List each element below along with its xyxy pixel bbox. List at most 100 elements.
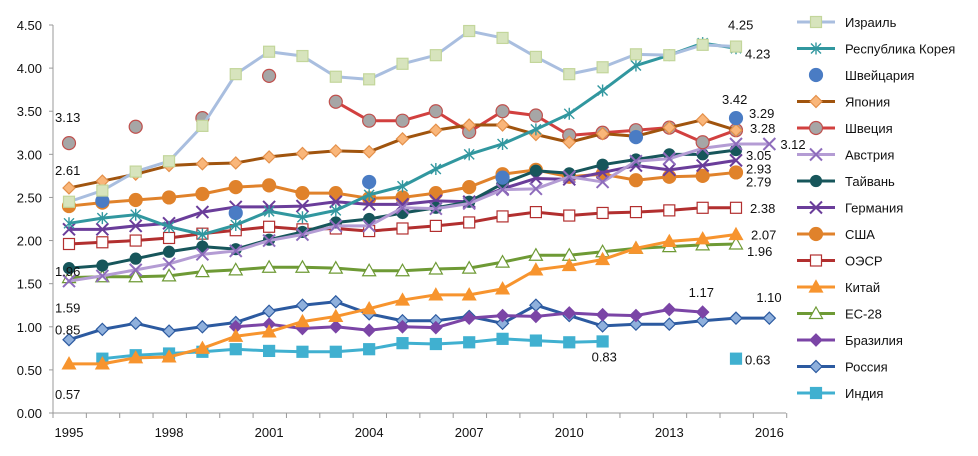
- data-point: [496, 210, 509, 223]
- data-point: [462, 196, 476, 211]
- legend-marker: [808, 305, 824, 320]
- legend-item: Республика Корея: [797, 42, 955, 57]
- data-label: 3.29: [749, 106, 774, 121]
- data-point: [329, 70, 342, 83]
- data-point: [295, 186, 310, 201]
- legend-label: Индия: [845, 386, 883, 401]
- legend-item: Китай: [797, 279, 880, 295]
- data-point: [462, 179, 477, 195]
- data-point: [429, 219, 442, 232]
- data-point: [495, 316, 510, 331]
- data-point: [595, 251, 611, 266]
- data-point: [328, 260, 344, 274]
- data-point: [461, 260, 477, 274]
- legend-item: ОЭСР: [797, 254, 883, 269]
- data-label: 2.07: [751, 228, 776, 243]
- data-point: [230, 219, 242, 232]
- data-point: [328, 186, 343, 201]
- data-label: 2.38: [750, 201, 775, 216]
- data-point: [629, 317, 643, 332]
- data-point: [229, 244, 243, 258]
- data-point: [128, 219, 143, 233]
- data-point: [463, 24, 476, 38]
- data-point: [295, 298, 310, 313]
- data-point: [695, 305, 710, 319]
- y-tick-label: 4.00: [17, 61, 42, 76]
- legend-label: Республика Корея: [845, 42, 955, 57]
- legend-item: Израиль: [797, 15, 897, 30]
- data-point: [728, 236, 744, 250]
- data-point: [729, 137, 743, 151]
- data-point: [63, 217, 75, 230]
- data-point: [263, 220, 276, 233]
- legend-label: Германия: [845, 201, 903, 216]
- data-point: [130, 208, 142, 221]
- data-point: [729, 311, 743, 326]
- legend-label: Россия: [845, 360, 888, 375]
- data-point: [330, 204, 342, 217]
- data-point: [629, 308, 643, 323]
- data-point: [663, 49, 676, 62]
- data-point: [629, 48, 643, 61]
- y-tick-label: 0.50: [17, 363, 42, 378]
- data-label: 3.42: [722, 92, 747, 107]
- data-point: [295, 199, 310, 213]
- data-point: [495, 170, 510, 185]
- data-point: [162, 257, 176, 271]
- data-point: [161, 268, 177, 282]
- data-point: [61, 136, 77, 151]
- data-point: [328, 319, 343, 334]
- data-point: [729, 40, 743, 53]
- data-point: [628, 240, 644, 254]
- data-point: [162, 324, 176, 338]
- x-tick-label: 2007: [455, 425, 484, 440]
- data-point: [228, 328, 244, 342]
- data-point: [195, 247, 210, 262]
- legend-item: Индия: [797, 386, 883, 401]
- x-tick-label: 1995: [55, 425, 84, 440]
- data-point: [195, 319, 210, 334]
- data-point: [397, 180, 408, 193]
- data-point: [362, 174, 377, 190]
- data-point: [62, 237, 76, 251]
- data-point: [162, 231, 176, 245]
- data-point: [363, 73, 376, 86]
- data-point: [195, 156, 210, 171]
- data-point: [262, 233, 276, 248]
- data-point: [62, 195, 76, 208]
- data-point: [328, 144, 343, 158]
- legend-item: Россия: [797, 360, 888, 375]
- data-point: [228, 262, 244, 276]
- data-label: 1.59: [55, 301, 80, 316]
- legend-marker: [809, 174, 823, 188]
- data-point: [561, 257, 577, 272]
- legend-item: Тайвань: [797, 174, 895, 189]
- data-point: [696, 201, 709, 214]
- data-point: [462, 118, 477, 132]
- data-point: [528, 247, 544, 261]
- data-point: [228, 179, 243, 195]
- data-point: [394, 263, 411, 277]
- data-point: [62, 332, 76, 347]
- series-12: [228, 302, 710, 338]
- data-point: [529, 298, 543, 313]
- legend-marker: [808, 279, 824, 293]
- data-point: [495, 104, 510, 119]
- data-point: [128, 192, 143, 208]
- data-point: [563, 336, 576, 349]
- data-point: [496, 31, 509, 45]
- data-label: 0.83: [592, 349, 617, 364]
- data-point: [263, 205, 275, 218]
- legend-label: ОЭСР: [845, 254, 883, 269]
- data-point: [462, 311, 477, 326]
- data-point: [362, 144, 376, 159]
- data-point: [429, 123, 443, 138]
- data-point: [728, 111, 744, 126]
- legend-marker: [808, 120, 824, 136]
- data-point: [162, 155, 176, 168]
- data-point: [362, 197, 376, 212]
- data-point: [662, 163, 677, 177]
- y-tick-label: 3.50: [17, 104, 42, 119]
- legend-item: Япония: [797, 95, 890, 110]
- data-point: [229, 68, 242, 81]
